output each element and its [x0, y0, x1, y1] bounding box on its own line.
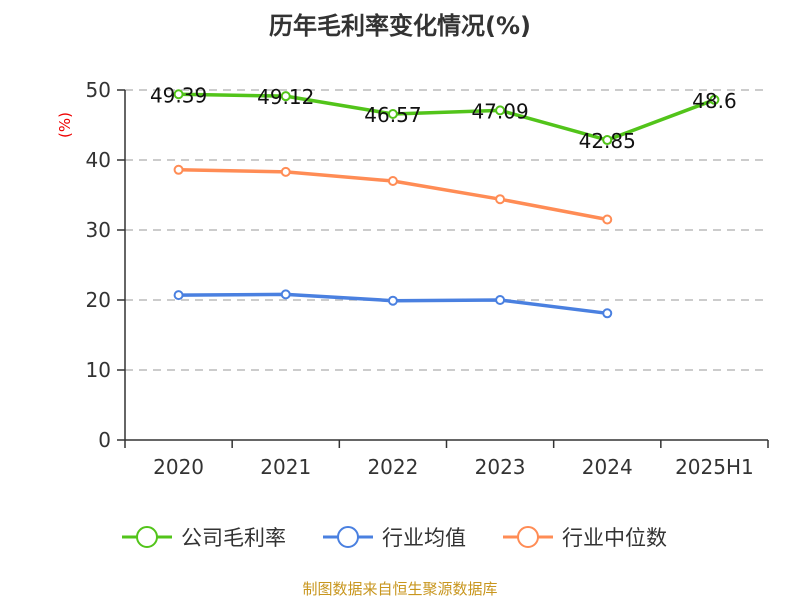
data-point	[602, 214, 613, 225]
data-label: 49.39	[150, 83, 207, 107]
data-point	[495, 105, 506, 116]
x-tick-label: 2020	[153, 455, 204, 479]
data-point	[602, 135, 613, 146]
x-tick-label: 2025H1	[675, 455, 754, 479]
y-tick-label: 0	[98, 428, 111, 452]
y-tick-label: 20	[86, 288, 111, 312]
y-tick-label: 40	[86, 148, 111, 172]
y-axis-label: (%)	[56, 112, 74, 138]
data-point	[709, 94, 720, 105]
data-point	[387, 176, 398, 186]
data-point	[387, 295, 398, 306]
legend-marker	[517, 526, 539, 548]
y-tick-label: 30	[86, 218, 111, 242]
data-label: 46.57	[364, 103, 421, 127]
x-tick-label: 2022	[367, 455, 418, 479]
legend-marker	[136, 526, 158, 548]
data-point	[495, 295, 506, 305]
data-point	[280, 289, 291, 300]
y-tick-label: 10	[86, 358, 111, 382]
chart-title: 历年毛利率变化情况(%)	[269, 12, 531, 40]
legend-marker	[337, 526, 359, 548]
data-point	[280, 166, 291, 177]
legend-label: 行业中位数	[562, 526, 667, 550]
legend-label: 公司毛利率	[181, 526, 286, 550]
source-note: 制图数据来自恒生聚源数据库	[302, 580, 498, 598]
data-point	[173, 290, 184, 301]
data-label: 48.6	[692, 89, 737, 113]
data-point	[602, 308, 613, 319]
x-tick-label: 2021	[260, 455, 311, 479]
data-point	[173, 164, 184, 175]
y-tick-label: 50	[86, 78, 111, 102]
data-point	[280, 91, 291, 102]
data-label: 47.09	[471, 99, 528, 123]
data-point	[495, 194, 506, 205]
data-label: 49.12	[257, 85, 314, 109]
data-label: 42.85	[579, 129, 636, 153]
x-tick-label: 2023	[475, 455, 526, 479]
data-point	[173, 89, 184, 100]
data-point	[387, 109, 398, 120]
series-line	[178, 92, 716, 142]
x-tick-label: 2024	[582, 455, 633, 479]
legend-label: 行业均值	[382, 526, 466, 550]
